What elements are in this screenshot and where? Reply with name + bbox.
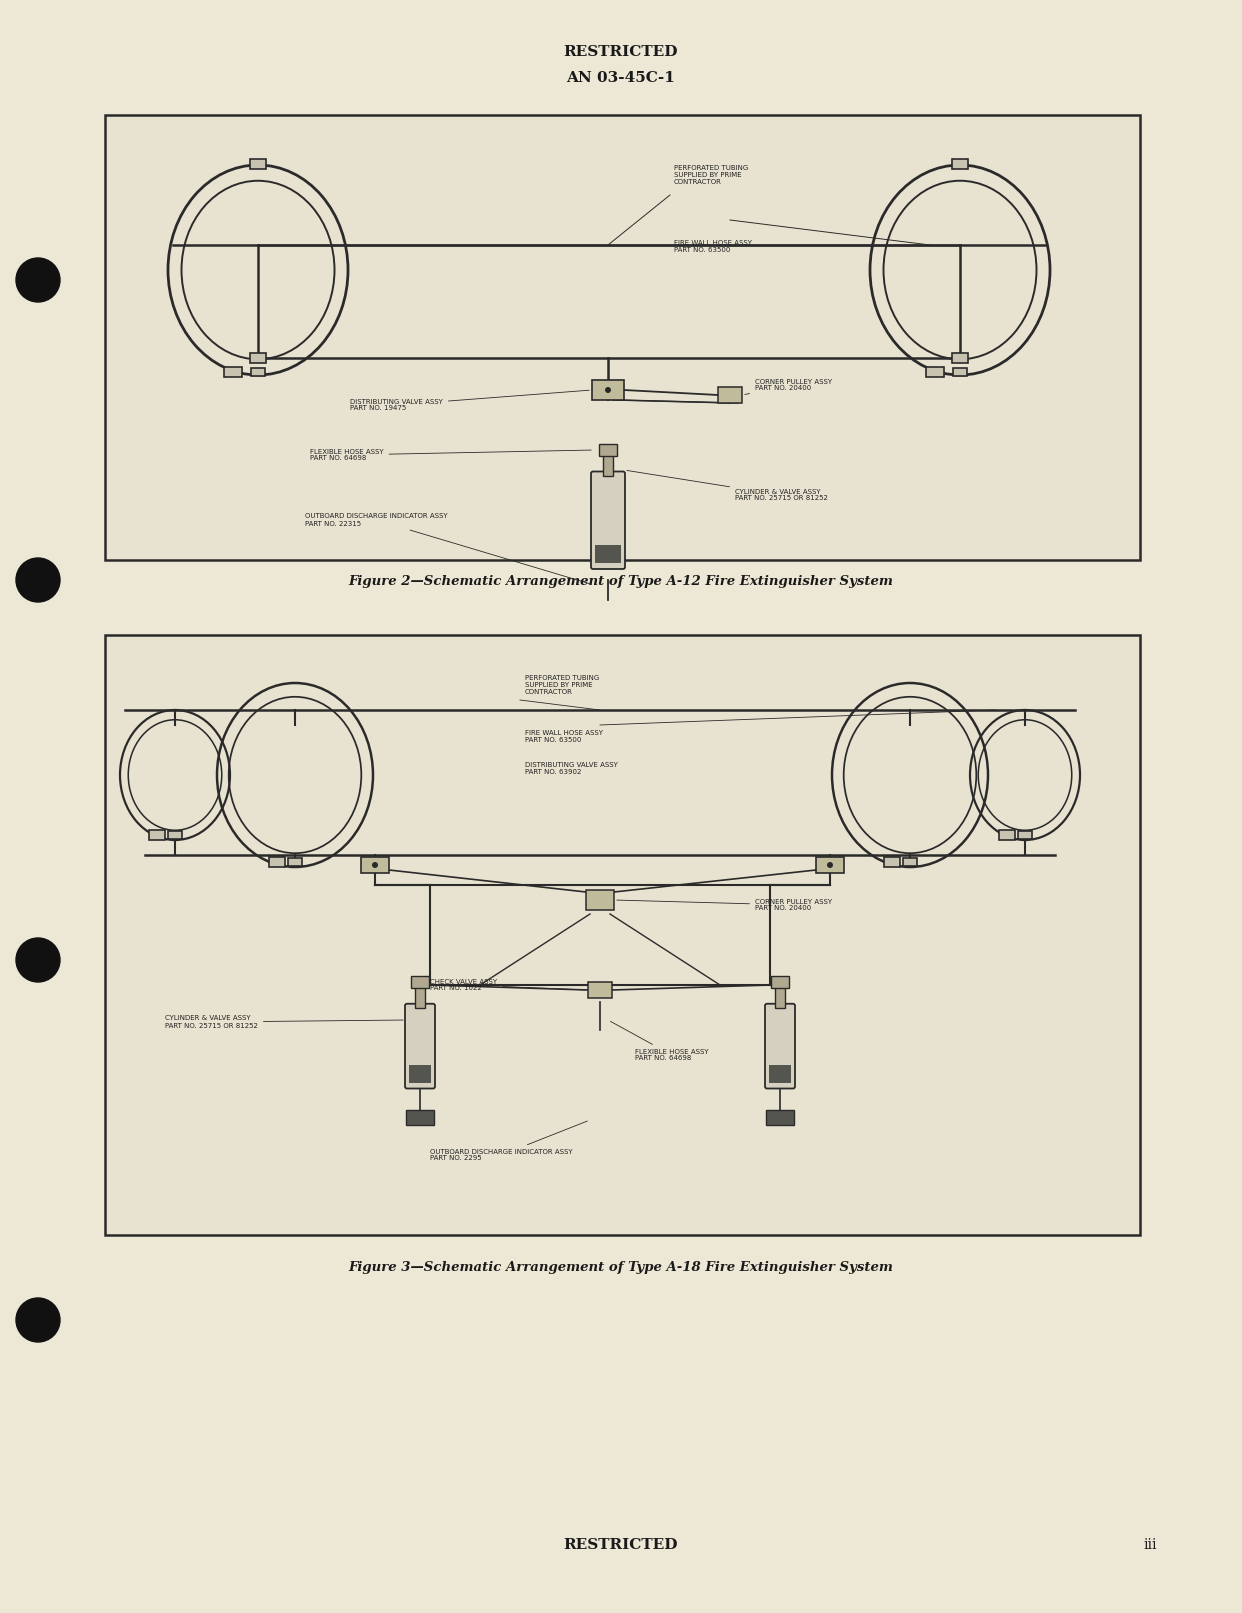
Text: OUTBOARD DISCHARGE INDICATOR ASSY
PART NO. 22315: OUTBOARD DISCHARGE INDICATOR ASSY PART N…: [306, 513, 591, 584]
Text: CYLINDER & VALVE ASSY
PART NO. 25715 OR 81252: CYLINDER & VALVE ASSY PART NO. 25715 OR …: [627, 471, 828, 502]
Text: CHECK VALVE ASSY
PART NO. 1022: CHECK VALVE ASSY PART NO. 1022: [430, 979, 585, 992]
Text: FLEXIBLE HOSE ASSY
PART NO. 64698: FLEXIBLE HOSE ASSY PART NO. 64698: [310, 448, 591, 461]
Bar: [586, 890, 614, 910]
Bar: [903, 858, 917, 866]
Bar: [769, 1065, 791, 1082]
Text: PERFORATED TUBING
SUPPLIED BY PRIME
CONTRACTOR: PERFORATED TUBING SUPPLIED BY PRIME CONT…: [674, 165, 748, 185]
Bar: [224, 366, 242, 377]
Bar: [953, 160, 968, 169]
Bar: [288, 858, 302, 866]
Bar: [604, 453, 614, 476]
FancyBboxPatch shape: [591, 471, 625, 569]
Bar: [766, 1110, 794, 1124]
Circle shape: [16, 258, 60, 302]
Text: CORNER PULLEY ASSY
PART NO. 20400: CORNER PULLEY ASSY PART NO. 20400: [617, 898, 832, 911]
Text: PERFORATED TUBING
SUPPLIED BY PRIME
CONTRACTOR: PERFORATED TUBING SUPPLIED BY PRIME CONT…: [525, 674, 599, 695]
Bar: [168, 831, 183, 839]
Bar: [1018, 831, 1032, 839]
Text: AN 03-45C-1: AN 03-45C-1: [566, 71, 676, 85]
Text: Figure 3—Schematic Arrangement of Type A-18 Fire Extinguisher System: Figure 3—Schematic Arrangement of Type A…: [349, 1261, 893, 1274]
Bar: [250, 160, 266, 169]
Bar: [415, 986, 425, 1008]
Text: DISTRIBUTING VALVE ASSY
PART NO. 19475: DISTRIBUTING VALVE ASSY PART NO. 19475: [350, 390, 589, 411]
Bar: [953, 353, 968, 363]
Bar: [106, 115, 1140, 560]
Circle shape: [16, 1298, 60, 1342]
Bar: [999, 831, 1015, 840]
Bar: [592, 381, 623, 400]
Text: OUTBOARD DISCHARGE INDICATOR ASSY
PART NO. 2295: OUTBOARD DISCHARGE INDICATOR ASSY PART N…: [430, 1121, 587, 1161]
Bar: [775, 986, 785, 1008]
Bar: [595, 545, 621, 563]
Bar: [251, 368, 265, 376]
Bar: [409, 1065, 431, 1082]
Bar: [718, 387, 741, 403]
Text: Figure 2—Schematic Arrangement of Type A-12 Fire Extinguisher System: Figure 2—Schematic Arrangement of Type A…: [349, 576, 893, 589]
Text: CORNER PULLEY ASSY
PART NO. 20400: CORNER PULLEY ASSY PART NO. 20400: [745, 379, 832, 395]
Bar: [927, 366, 944, 377]
Bar: [270, 857, 284, 866]
Bar: [599, 444, 617, 455]
Bar: [816, 857, 845, 873]
Text: RESTRICTED: RESTRICTED: [564, 45, 678, 60]
FancyBboxPatch shape: [765, 1003, 795, 1089]
Text: RESTRICTED: RESTRICTED: [564, 1539, 678, 1552]
Circle shape: [373, 861, 378, 868]
Text: FIRE WALL HOSE ASSY
PART NO. 63500: FIRE WALL HOSE ASSY PART NO. 63500: [674, 240, 751, 253]
Circle shape: [605, 387, 611, 394]
Bar: [106, 636, 1140, 1236]
Circle shape: [827, 861, 833, 868]
Text: CYLINDER & VALVE ASSY
PART NO. 25715 OR 81252: CYLINDER & VALVE ASSY PART NO. 25715 OR …: [165, 1016, 404, 1029]
Text: iii: iii: [1143, 1539, 1156, 1552]
Text: FLEXIBLE HOSE ASSY
PART NO. 64698: FLEXIBLE HOSE ASSY PART NO. 64698: [610, 1021, 709, 1061]
Bar: [771, 976, 789, 987]
Bar: [884, 857, 900, 866]
Circle shape: [16, 558, 60, 602]
Text: DISTRIBUTING VALVE ASSY
PART NO. 63902: DISTRIBUTING VALVE ASSY PART NO. 63902: [525, 761, 617, 774]
FancyBboxPatch shape: [405, 1003, 435, 1089]
Bar: [587, 982, 612, 998]
Bar: [406, 1110, 433, 1124]
Bar: [953, 368, 968, 376]
Text: FIRE WALL HOSE ASSY
PART NO. 63500: FIRE WALL HOSE ASSY PART NO. 63500: [525, 731, 604, 744]
Bar: [361, 857, 389, 873]
Bar: [250, 353, 266, 363]
Circle shape: [16, 939, 60, 982]
Bar: [149, 831, 165, 840]
Bar: [411, 976, 428, 987]
